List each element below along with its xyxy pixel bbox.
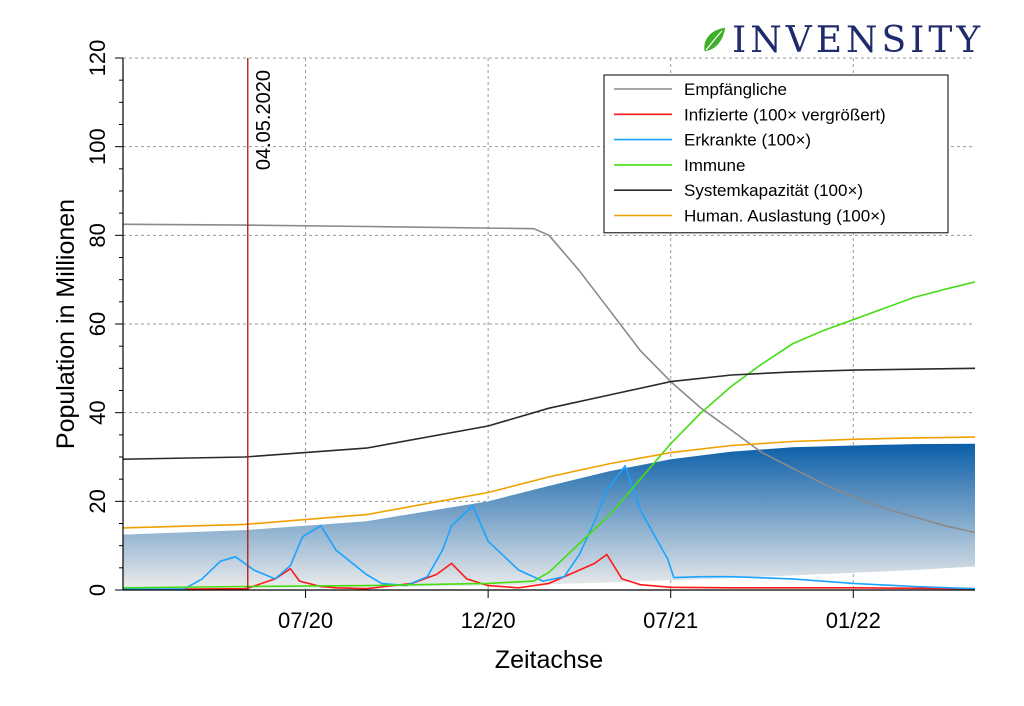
legend-label: Empfängliche [684, 80, 787, 99]
series-line-3 [123, 281, 975, 589]
legend-label: Erkrankte (100×) [684, 131, 811, 150]
x-tick-label: 01/22 [826, 608, 881, 633]
y-tick-label: 40 [85, 400, 110, 424]
y-tick-label: 120 [85, 40, 110, 77]
x-tick-label: 07/20 [278, 608, 333, 633]
invensity-logo: INVENSITY [700, 19, 985, 61]
legend-label: Human. Auslastung (100×) [684, 207, 886, 226]
logo-text: INVENSITY [732, 19, 985, 61]
legend-label: Infizierte (100× vergrößert) [684, 105, 886, 124]
y-tick-label: 80 [85, 223, 110, 247]
series-line-0 [123, 223, 975, 534]
y-axis-label: Population in Millionen [52, 199, 80, 449]
legend: Empfängliche Infizierte (100× vergrößert)… [603, 74, 949, 234]
leaf-icon [703, 26, 727, 53]
y-tick-label: 0 [85, 584, 110, 596]
series-line-2 [123, 465, 975, 590]
x-axis-label: Zeitachse [495, 646, 603, 674]
legend-label: Systemkapazität (100×) [684, 181, 863, 200]
y-tick-label: 60 [85, 312, 110, 336]
series-line-4 [123, 367, 975, 460]
legend-box [603, 74, 949, 234]
date-marker-label: 04.05.2020 [253, 70, 275, 170]
y-tick-label: 20 [85, 489, 110, 513]
series-line-1 [123, 553, 975, 590]
series-line-5 [123, 436, 975, 529]
x-tick-label: 07/21 [643, 608, 698, 633]
legend-label: Immune [684, 156, 745, 175]
y-tick-label: 100 [85, 128, 110, 165]
x-tick-label: 12/20 [461, 608, 516, 633]
band-systemauslastung [123, 443, 975, 590]
